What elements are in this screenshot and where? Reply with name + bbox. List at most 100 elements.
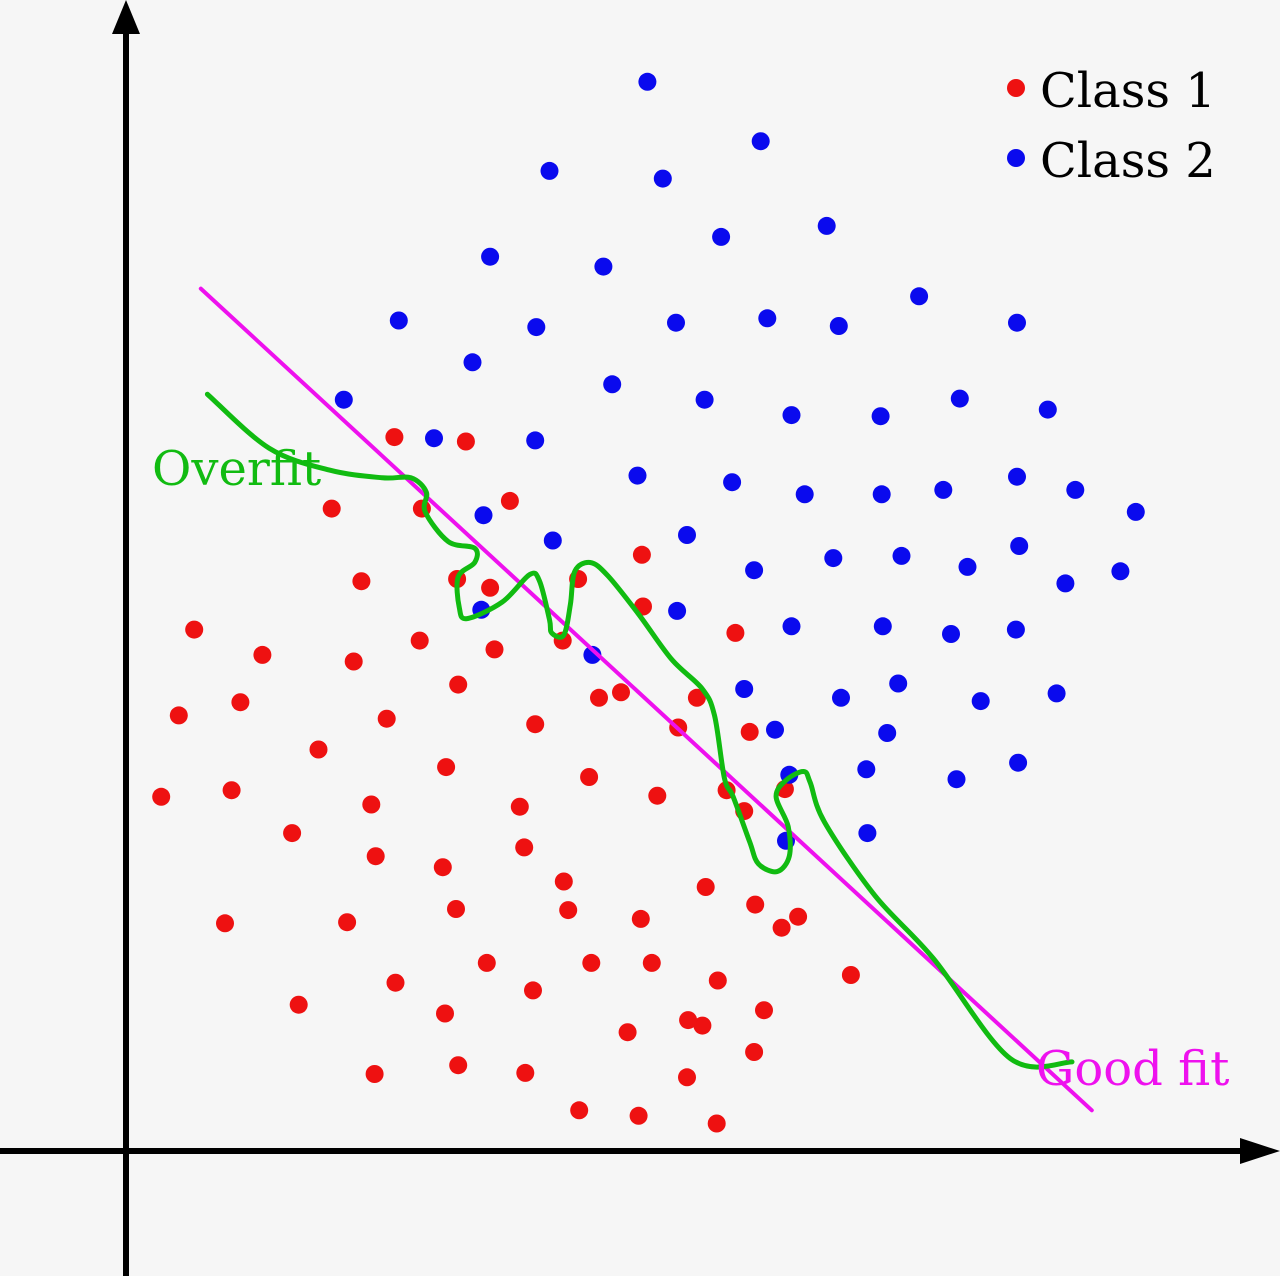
legend-class-2-marker: [1007, 149, 1025, 167]
class-1-point: [410, 631, 429, 650]
class-2-point: [668, 601, 687, 620]
class-1-point: [516, 1063, 535, 1082]
class-1-point: [322, 499, 341, 518]
class-1-point: [385, 428, 404, 447]
class-1-point: [526, 715, 545, 734]
class-1-point: [648, 786, 667, 805]
class-2-point: [829, 317, 848, 335]
class-1-point: [745, 1043, 764, 1061]
legend-class-1-label: Class 1: [1040, 63, 1216, 119]
class-2-point: [695, 390, 714, 409]
class-2-point: [1056, 574, 1075, 593]
class-1-point: [283, 824, 302, 843]
class-2-point: [871, 407, 890, 426]
class-2-point: [594, 257, 613, 276]
class-1-point: [449, 1056, 468, 1075]
class-2-point: [1008, 313, 1026, 332]
class-2-point: [653, 169, 672, 188]
class-2-point: [958, 557, 977, 576]
class-2-point: [795, 485, 814, 504]
class-1-point: [449, 675, 468, 694]
overfit-curve: [204, 391, 1075, 1070]
class-1-point: [789, 907, 808, 926]
class-1-point: [289, 995, 308, 1014]
overfit-label: Overfit: [152, 441, 321, 497]
class-1-point: [485, 640, 504, 659]
class-2-point: [889, 674, 908, 693]
class-2-point: [758, 309, 777, 328]
class-2-point: [892, 546, 911, 565]
class-1-point: [726, 623, 745, 642]
class-1-point: [590, 688, 608, 707]
class-2-point: [832, 688, 850, 707]
class-2-point: [334, 390, 353, 409]
series-class-2: [334, 72, 1145, 850]
class-1-point: [570, 1101, 589, 1120]
class-1-point: [352, 572, 371, 591]
class-2-point: [873, 617, 892, 636]
class-1-point: [500, 491, 519, 510]
class-2-point: [1010, 537, 1029, 555]
y-axis-arrow: [112, 0, 140, 34]
class-1-point: [582, 953, 601, 972]
class-2-point: [527, 318, 546, 337]
class-2-point: [766, 720, 784, 739]
class-2-point: [540, 161, 559, 180]
class-2-point: [745, 561, 764, 580]
class-2-point: [712, 227, 731, 246]
class-1-point: [344, 652, 363, 671]
class-1-point: [841, 966, 860, 984]
class-2-point: [934, 480, 953, 499]
class-2-point: [817, 216, 836, 235]
class-2-point: [857, 760, 876, 779]
class-1-point: [253, 645, 272, 664]
class-2-point: [1066, 480, 1085, 499]
legend-class-1-marker: [1007, 79, 1025, 97]
class-1-point: [631, 909, 650, 928]
class-1-point: [755, 1001, 773, 1020]
class-1-point: [693, 1016, 712, 1035]
class-2-point: [603, 375, 622, 394]
x-axis-arrow: [1240, 1138, 1280, 1164]
class-2-point: [1126, 502, 1145, 521]
class-2-point: [543, 531, 562, 550]
class-2-point: [1047, 684, 1066, 703]
class-2-point: [1008, 467, 1026, 486]
class-2-point: [1111, 562, 1130, 581]
class-1-point: [554, 872, 573, 891]
class-1-point: [365, 1065, 384, 1083]
class-2-point: [1038, 400, 1057, 419]
class-1-point: [629, 1106, 648, 1125]
class-1-point: [740, 722, 759, 741]
class-1-point: [216, 914, 234, 933]
class-2-point: [425, 429, 443, 448]
class-1-point: [386, 973, 405, 992]
class-1-point: [559, 901, 578, 920]
legend-class-2-label: Class 2: [1040, 133, 1216, 189]
class-2-point: [735, 680, 754, 698]
class-1-point: [366, 847, 385, 866]
class-2-point: [1006, 620, 1025, 639]
class-1-point: [437, 758, 456, 777]
legend: Class 1 Class 2: [1007, 63, 1216, 189]
class-1-point: [338, 913, 357, 932]
class-1-point: [696, 878, 715, 896]
fit-lines: [198, 286, 1094, 1113]
class-2-point: [638, 72, 657, 91]
class-1-point: [632, 545, 651, 564]
class-1-point: [222, 781, 241, 800]
class-1-point: [152, 787, 171, 806]
class-1-point: [231, 693, 250, 712]
class-2-point: [950, 389, 969, 408]
class-1-point: [477, 953, 496, 972]
class-2-point: [463, 353, 482, 372]
class-2-point: [723, 473, 742, 492]
class-1-point: [309, 740, 328, 759]
class-1-point: [612, 683, 630, 702]
class-1-point: [580, 768, 599, 786]
class-2-point: [858, 824, 877, 843]
class-1-point: [642, 953, 661, 972]
good-fit-label: Good fit: [1036, 1041, 1229, 1097]
